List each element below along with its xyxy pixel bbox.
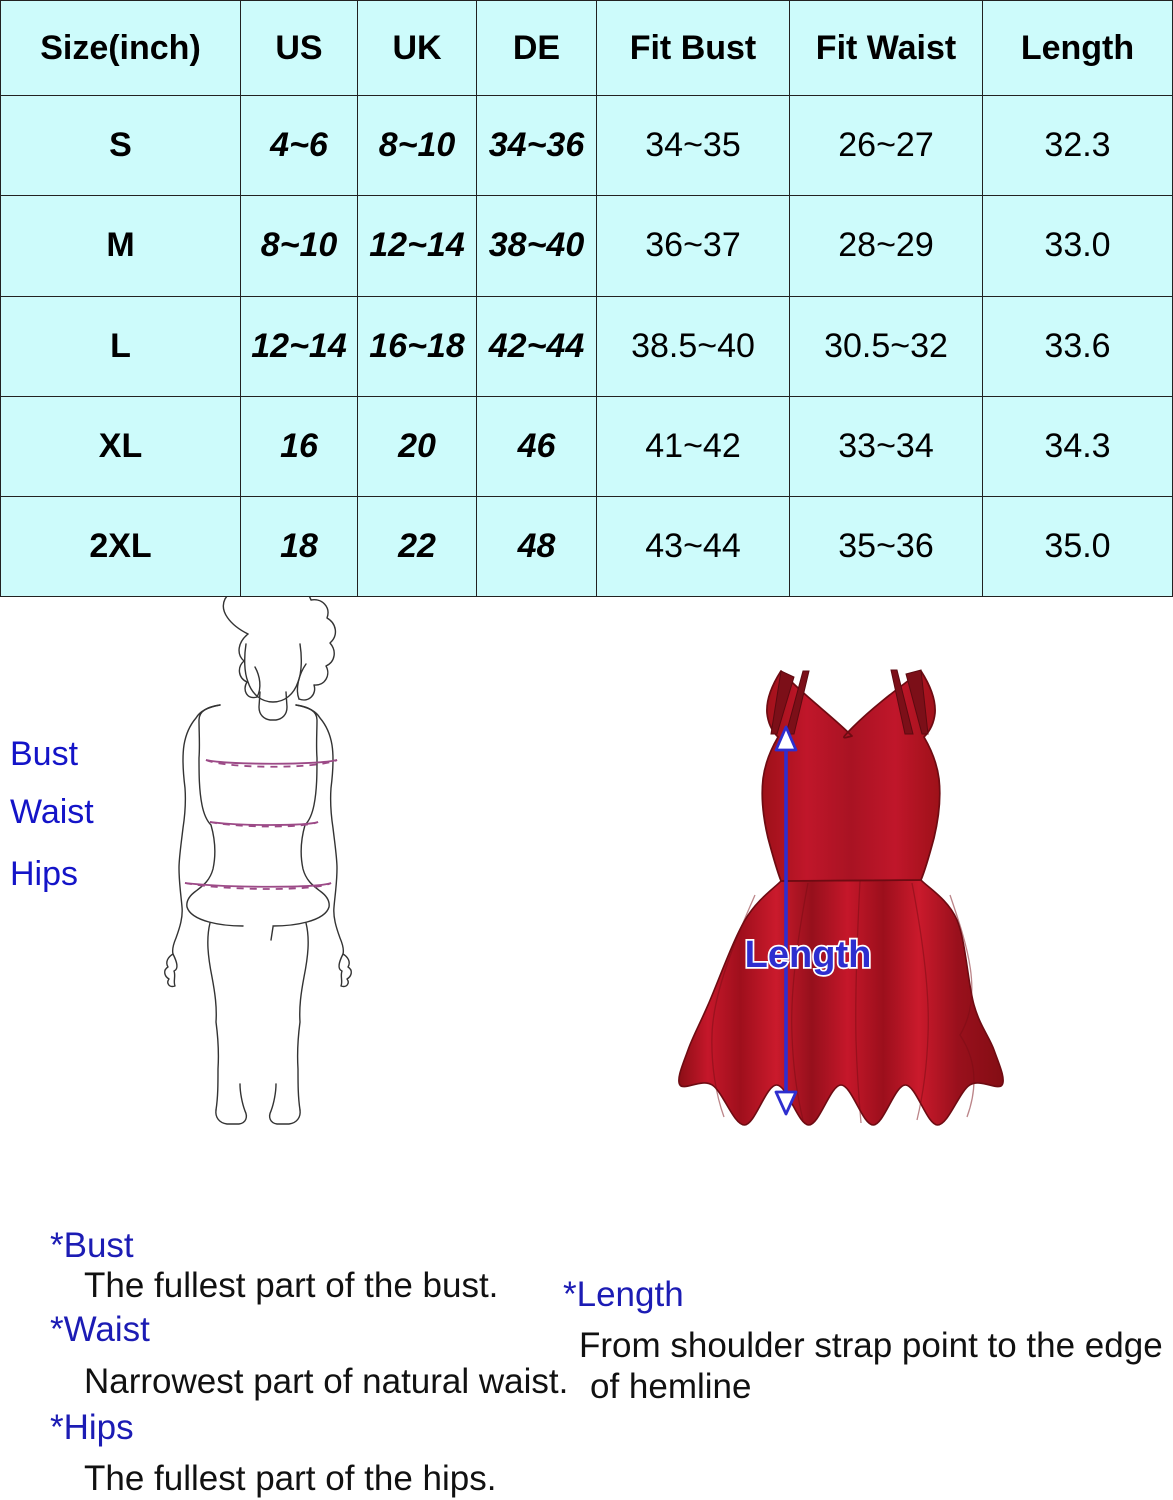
svg-text:Length: Length bbox=[745, 934, 872, 976]
